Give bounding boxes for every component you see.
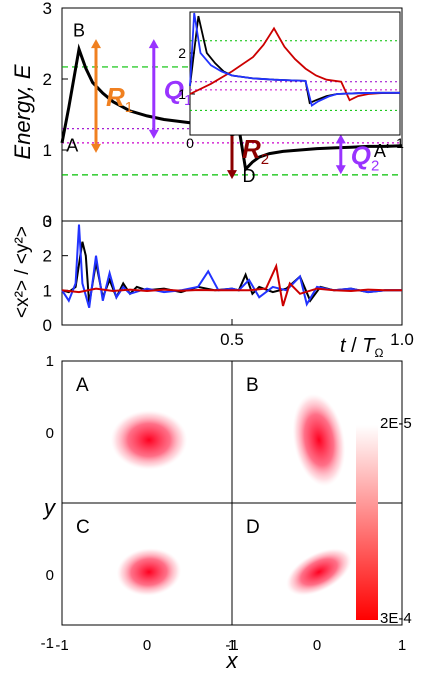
ratio-xtick-label: 1.0 [390,330,414,349]
arrow-head-bottom [335,165,346,175]
density-subplot-a: A [76,375,188,470]
ratio-xlabel-slash: / [346,335,363,357]
ratio-xlabel-T: T [362,335,376,357]
density-xtick-label-right: -1 [225,637,238,654]
energy-ylabel: Energy, E [10,64,35,159]
energy-yticks: 0 1 2 3 [43,0,68,231]
energy-ytick-label: 1 [43,141,52,160]
density-xlabel: x [226,648,239,673]
arrow-head-bottom [91,143,101,153]
density-subplot-label: A [76,375,89,396]
density-xtick-label: 1 [228,637,236,654]
arrow-label-sub: 2 [371,157,379,174]
ratio-xlabel: t / TΩ [340,335,383,360]
arrow-head-top [91,39,101,49]
ratio-xlabel-t: t [340,335,347,357]
arrow-label-sub: 2 [261,151,269,168]
density-subplot-b: B [246,375,346,487]
ratio-series [61,224,402,308]
density-ytick-label: 0 [46,425,54,442]
density-subplot-label: B [246,375,259,396]
inset-ytick-label: 2 [178,45,186,61]
density-subplot-label: D [246,517,260,538]
ratio-series-line [61,224,402,308]
energy-arrow-q2: Q2 [335,134,379,175]
ratio-xlabel-sub: Ω [374,346,383,360]
energy-point-label: A [66,135,78,155]
density-cloud [116,548,182,596]
inset-series-line [189,26,401,102]
ratio-ytick-label: 3 [43,212,52,231]
arrow-head-top [335,134,346,144]
arrow-label: R2 [242,134,269,168]
density-cloud [292,393,346,487]
arrow-head-top [148,39,159,49]
ratio-series-line [61,241,402,305]
energy-ytick-label: 2 [43,70,52,89]
inset-series-line [189,12,400,107]
energy-point-label: B [73,20,85,40]
ratio-ytick-label: 2 [43,247,52,266]
arrow-label-sub: 1 [184,92,192,109]
density-cloud [110,410,188,470]
ratio-ytick-label: 1 [43,281,52,300]
energy-inset: 1 2 0 1 [178,11,404,151]
density-ylabel: y [42,495,57,520]
arrow-label-sub: 1 [125,99,133,116]
density-subplot-d: D [246,517,352,596]
colorbar: 2E-5 3E-4 [356,415,412,627]
density-ytick-label: 1 [46,353,54,370]
inset-series [189,12,401,107]
colorbar-bottom-label: 3E-4 [380,610,412,627]
energy-point-label: A' [374,141,389,161]
ratio-axes-frame [61,220,403,326]
energy-ytick-label: 0 [43,212,52,231]
energy-arrow-r1: R1 [91,39,133,153]
density-subplot-label: C [76,517,90,538]
density-xtick-label-right: 0 [313,637,321,654]
arrow-head-bottom [148,129,159,139]
colorbar-gradient [356,425,378,620]
energy-ytick-label: 3 [43,0,52,18]
inset-reference-lines [190,40,400,111]
energy-arrow-q1: Q1 [148,39,192,139]
density-cloud [286,548,352,596]
colorbar-top-label: 2E-5 [380,415,412,432]
inset-xtick-label: 1 [396,135,404,151]
arrow-head-bottom [227,170,237,180]
inset-frame [189,11,401,136]
ratio-xticks: 0.5 1.0 [220,319,414,349]
ratio-yticks: 0 1 2 3 [43,212,68,335]
energy-point-label: D [243,166,256,186]
ratio-xtick-label: 0.5 [220,330,244,349]
ratio-panel: 0 1 2 3 0.5 1.0 <x²> / <y²> t / TΩ [12,212,414,360]
ratio-series-line [61,262,402,307]
density-ytick-label: 0 [46,567,54,584]
inset-xtick-label: 0 [186,135,194,151]
arrow-label: R1 [106,82,133,116]
density-xtick-label: 0 [143,637,151,654]
density-ytick-label: -1 [41,635,54,652]
ratio-ylabel: <x²> / <y²> [12,226,33,318]
density-xtick-label: -1 [55,637,68,654]
density-xtick-label-right: 1 [398,637,406,654]
density-clouds: A B C D [76,375,352,596]
inset-ytick-label: 1 [178,86,186,102]
ratio-ytick-label: 0 [43,316,52,335]
density-subplot-c: C [76,517,182,596]
